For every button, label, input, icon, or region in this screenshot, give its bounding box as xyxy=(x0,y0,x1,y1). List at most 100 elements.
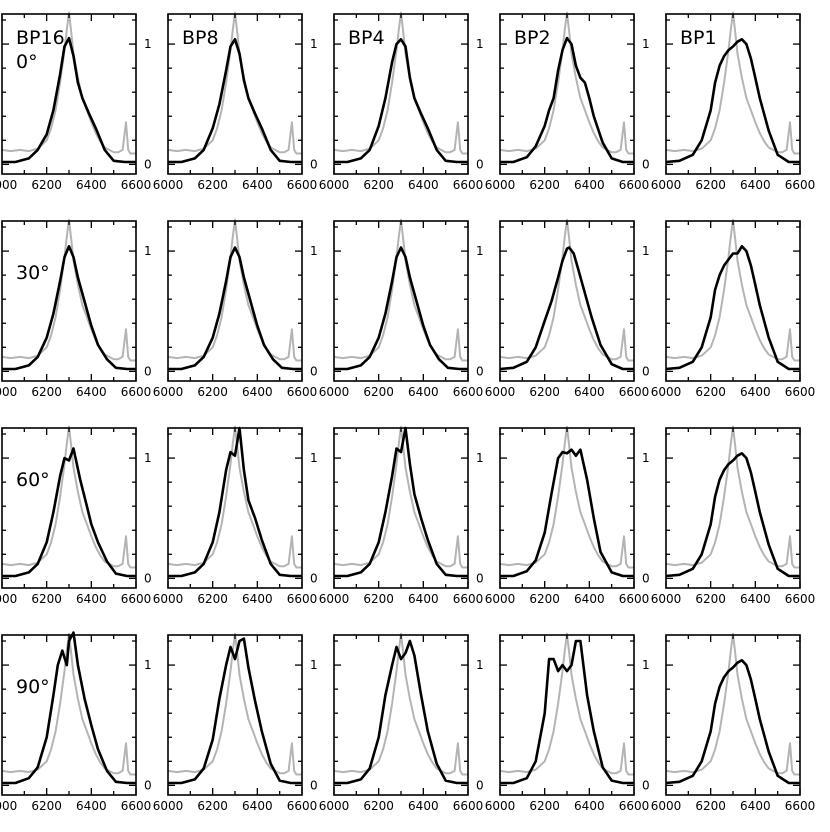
x-tick-label: 6400 xyxy=(242,592,273,606)
x-tick-label: 6400 xyxy=(740,592,771,606)
x-tick-label: 6200 xyxy=(695,592,726,606)
x-tick-label: 6000 xyxy=(0,592,17,606)
y-tick-label: 0 xyxy=(310,157,318,171)
model-series-line xyxy=(665,451,800,578)
x-tick-label: 6000 xyxy=(485,178,516,192)
y-tick-label: 0 xyxy=(310,364,318,378)
reference-series-line xyxy=(1,632,136,776)
x-tick-label: 6000 xyxy=(153,178,184,192)
panel-bp1-90: 6000 6200 6400 6600 xyxy=(651,632,815,813)
y-tick-label: 1 xyxy=(310,658,318,672)
x-tick-label: 6400 xyxy=(76,178,107,192)
x-tick-label: 6200 xyxy=(197,385,228,399)
x-tick-label: 6200 xyxy=(695,799,726,813)
y-tick-label: 0 xyxy=(642,778,650,792)
reference-series-line xyxy=(499,11,634,155)
panel-bp16-30: 6000 6200 6400 6600 0 1 30° xyxy=(0,218,152,399)
reference-series-line xyxy=(167,218,302,362)
x-tick-label: 6400 xyxy=(76,799,107,813)
x-tick-label: 6200 xyxy=(529,799,560,813)
model-series-line xyxy=(499,246,634,371)
model-series-line xyxy=(334,639,468,785)
model-series-line xyxy=(168,637,302,785)
panel-bp2-90: 6000 6200 6400 6600 0 1 xyxy=(485,632,650,813)
y-tick-label: 1 xyxy=(144,244,152,258)
x-tick-label: 6600 xyxy=(453,799,484,813)
x-tick-label: 6200 xyxy=(363,799,394,813)
x-tick-label: 6200 xyxy=(31,385,62,399)
x-tick-label: 6400 xyxy=(740,385,771,399)
model-series-line xyxy=(665,658,800,785)
panel-bp2-0: 6000 6200 6400 6600 0 1 BP2 xyxy=(485,11,650,192)
y-tick-label: 0 xyxy=(144,778,152,792)
x-tick-label: 6600 xyxy=(619,385,650,399)
model-series-line xyxy=(500,448,634,578)
x-tick-label: 6200 xyxy=(363,385,394,399)
x-tick-label: 6600 xyxy=(453,592,484,606)
column-label: BP4 xyxy=(348,27,385,49)
x-tick-label: 6200 xyxy=(31,178,62,192)
x-tick-label: 6400 xyxy=(740,178,771,192)
x-tick-label: 6000 xyxy=(651,592,682,606)
panel-bp1-0: 6000 6200 6400 6600 BP1 xyxy=(651,11,816,192)
model-series-line xyxy=(2,36,136,164)
x-tick-label: 6000 xyxy=(153,592,184,606)
panel-bp8-90: 6000 6200 6400 6600 0 1 xyxy=(153,632,318,813)
x-tick-label: 6000 xyxy=(651,178,682,192)
model-series-line xyxy=(334,426,468,578)
x-tick-label: 6200 xyxy=(31,799,62,813)
x-tick-label: 6600 xyxy=(453,178,484,192)
model-series-line xyxy=(665,37,800,164)
row-label: 0° xyxy=(16,51,38,73)
x-tick-label: 6600 xyxy=(287,799,318,813)
x-tick-label: 6000 xyxy=(485,385,516,399)
reference-series-line xyxy=(333,425,468,569)
y-tick-label: 0 xyxy=(310,778,318,792)
model-series-line xyxy=(334,37,468,164)
x-tick-label: 6600 xyxy=(785,178,816,192)
x-tick-label: 6200 xyxy=(197,592,228,606)
y-tick-label: 0 xyxy=(642,364,650,378)
x-tick-label: 6400 xyxy=(408,178,439,192)
panel-bp2-60: 6000 6200 6400 6600 0 1 xyxy=(485,425,650,606)
y-tick-label: 1 xyxy=(476,37,484,51)
model-series-line xyxy=(2,447,136,578)
x-tick-label: 6400 xyxy=(76,385,107,399)
x-tick-label: 6000 xyxy=(0,178,17,192)
y-tick-label: 0 xyxy=(144,157,152,171)
y-tick-label: 0 xyxy=(144,571,152,585)
y-tick-label: 1 xyxy=(476,244,484,258)
x-tick-label: 6200 xyxy=(529,385,560,399)
model-series-line xyxy=(500,639,634,785)
panel-bp4-0: 6000 6200 6400 6600 0 1 BP4 xyxy=(319,11,484,192)
y-tick-label: 1 xyxy=(642,244,650,258)
x-tick-label: 6400 xyxy=(408,385,439,399)
reference-series-line xyxy=(167,632,302,776)
x-tick-label: 6600 xyxy=(785,385,816,399)
x-tick-label: 6000 xyxy=(0,799,17,813)
x-tick-label: 6600 xyxy=(785,592,816,606)
row-label: 60° xyxy=(16,469,50,491)
x-tick-label: 6400 xyxy=(242,385,273,399)
x-tick-label: 6000 xyxy=(319,385,350,399)
x-tick-label: 6400 xyxy=(574,178,605,192)
y-tick-label: 1 xyxy=(144,451,152,465)
x-tick-label: 6000 xyxy=(319,178,350,192)
x-tick-label: 6000 xyxy=(153,385,184,399)
x-tick-label: 6400 xyxy=(574,799,605,813)
panel-bp4-30: 6000 6200 6400 6600 0 1 xyxy=(319,218,484,399)
x-tick-label: 6600 xyxy=(619,592,650,606)
y-tick-label: 1 xyxy=(310,37,318,51)
x-tick-label: 6200 xyxy=(197,178,228,192)
x-tick-label: 6600 xyxy=(121,178,152,192)
panel-bp4-90: 6000 6200 6400 6600 0 1 xyxy=(319,632,484,813)
reference-series-line xyxy=(499,218,634,362)
reference-series-line xyxy=(665,218,800,362)
panel-bp16-60: 6000 6200 6400 6600 0 1 60° xyxy=(0,425,152,606)
model-series-line xyxy=(168,426,302,578)
y-tick-label: 1 xyxy=(642,451,650,465)
x-tick-label: 6400 xyxy=(408,592,439,606)
y-tick-label: 1 xyxy=(310,244,318,258)
